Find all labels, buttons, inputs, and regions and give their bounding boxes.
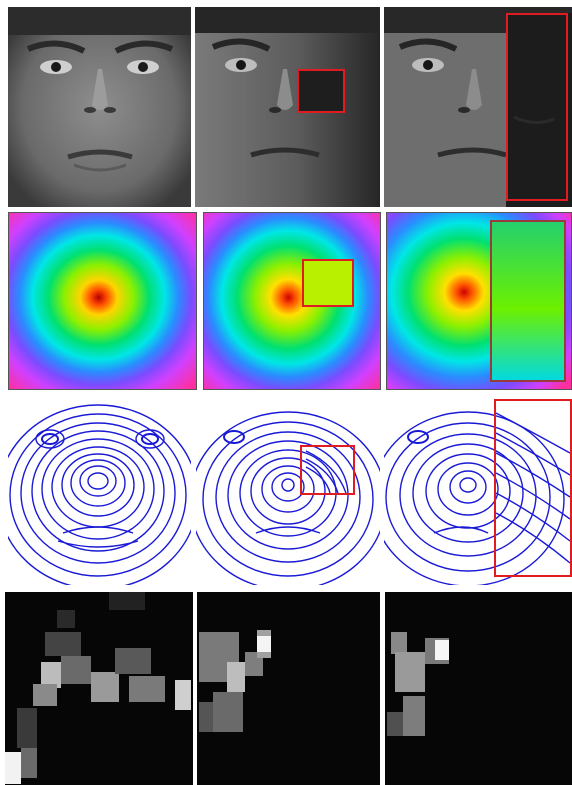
occlusion-box: [490, 220, 566, 382]
occlusion-box: [494, 399, 572, 577]
occlusion-box: [302, 259, 354, 307]
block-feature-occluded-small: [197, 592, 380, 785]
face-photo-original: [8, 7, 191, 207]
distance-map-occluded-large: [386, 212, 572, 390]
block-feature-occluded-large: [385, 592, 572, 785]
distance-map-original: [8, 212, 197, 390]
distance-map-occluded-small: [203, 212, 381, 390]
occlusion-box: [300, 445, 355, 495]
face-photo-occluded-small: [195, 7, 380, 207]
occlusion-box: [297, 69, 345, 113]
occlusion-box: [506, 13, 568, 201]
contour-map-occluded-large: [384, 393, 572, 585]
contour-map-occluded-small: [196, 393, 380, 585]
contour-map-original: [8, 393, 191, 585]
face-photo-occluded-large: [384, 7, 572, 207]
block-feature-original: [5, 592, 193, 785]
